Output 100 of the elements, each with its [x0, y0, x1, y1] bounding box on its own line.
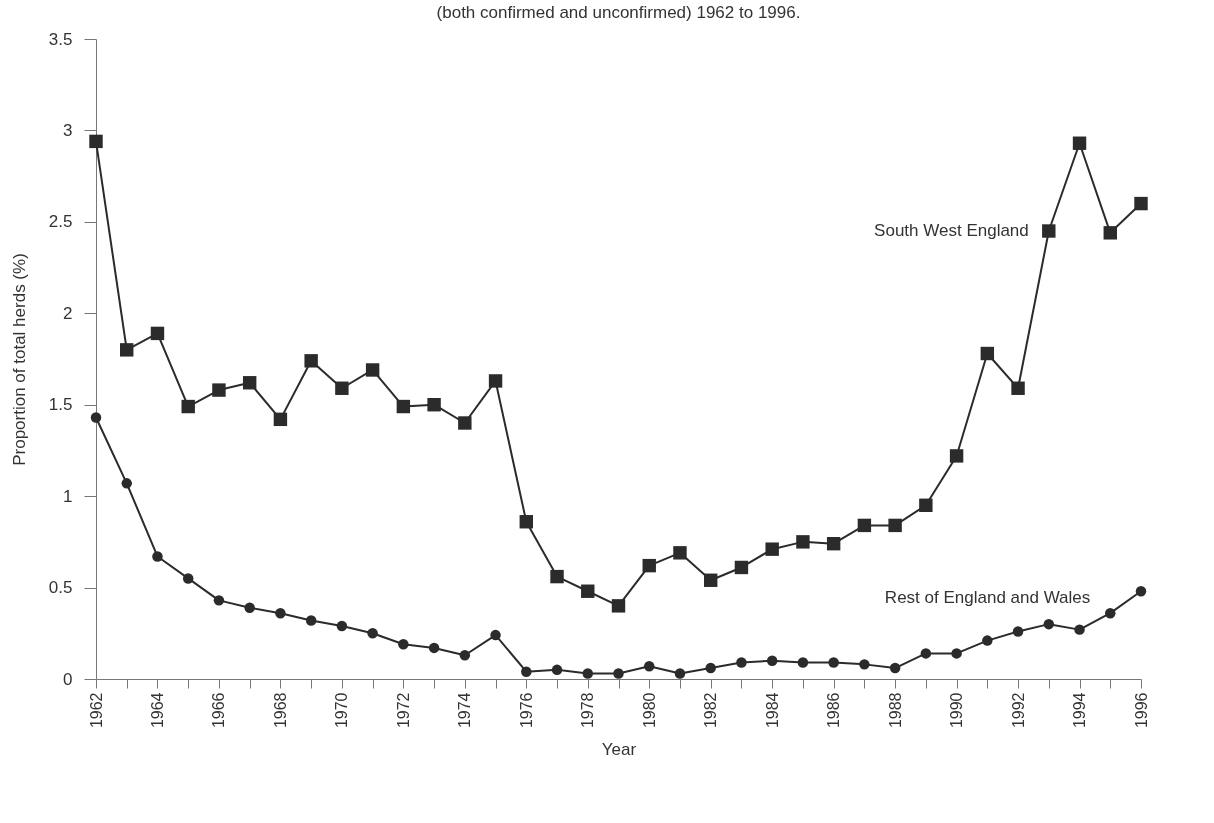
point [1105, 607, 1116, 619]
point [705, 662, 716, 674]
point [1043, 618, 1055, 630]
x-tick-label: 1970 [333, 692, 351, 729]
point [949, 449, 964, 463]
point [335, 381, 349, 395]
point [428, 642, 440, 654]
point [273, 412, 288, 427]
point [488, 374, 503, 388]
point [889, 662, 901, 674]
x-tick-label: 1990 [948, 692, 966, 729]
point [613, 668, 624, 679]
point [89, 134, 103, 149]
point [796, 535, 810, 549]
point [674, 668, 686, 679]
x-axis-title: Year [601, 740, 637, 760]
point [736, 657, 747, 668]
y-tick-label: 3.5 [48, 29, 73, 49]
point [1103, 226, 1117, 240]
x-tick-label: 1992 [1009, 692, 1027, 729]
y-tick-label: 0.5 [48, 578, 73, 598]
y-tick-label: 1.5 [48, 395, 73, 415]
point [581, 584, 595, 598]
point [305, 615, 317, 626]
x-tick-label: 1986 [825, 692, 843, 729]
point [150, 326, 165, 341]
point [980, 346, 995, 361]
point [1134, 196, 1148, 211]
point [642, 558, 656, 573]
point [859, 659, 870, 670]
y-axis-title: Proportion of total herds (%) [9, 253, 29, 466]
point [765, 542, 779, 556]
x-tick-label: 1996 [1132, 692, 1150, 729]
point [427, 398, 441, 412]
point [920, 648, 932, 659]
x-tick-label: 1964 [148, 692, 166, 729]
point [1135, 585, 1147, 597]
point [459, 649, 471, 661]
point [365, 363, 380, 377]
point [1074, 624, 1085, 635]
point [121, 478, 132, 489]
x-tick-label: 1972 [394, 692, 412, 729]
y-tick-label: 0 [63, 669, 73, 689]
x-tick-label: 1976 [517, 692, 535, 729]
point [458, 416, 472, 430]
point [213, 595, 225, 606]
y-tick-label: 3 [63, 120, 73, 140]
point [704, 573, 718, 587]
point [181, 399, 195, 414]
x-tick-label: 1982 [702, 692, 720, 729]
x-tick-label: 1988 [886, 692, 904, 729]
point [521, 666, 532, 677]
x-tick-label: 1994 [1071, 692, 1089, 729]
point [367, 628, 378, 639]
point [797, 657, 809, 668]
point [275, 607, 286, 619]
point [982, 635, 993, 646]
point [304, 354, 318, 368]
point [212, 383, 226, 397]
y-tick-label: 2.5 [48, 212, 73, 232]
x-tick-label: 1968 [271, 692, 289, 729]
point [734, 560, 749, 575]
point [951, 648, 962, 659]
y-tick-label: 2 [63, 303, 73, 323]
point [888, 518, 902, 533]
point [398, 639, 409, 650]
point [336, 620, 348, 632]
point [1011, 381, 1025, 395]
chart-title: (both confirmed and unconfirmed) 1962 to 1996. [436, 3, 801, 22]
series-label: Rest of England and Wales [884, 588, 1091, 608]
y-tick-label: 1 [63, 486, 73, 506]
point [673, 546, 687, 560]
x-tick-label: 1984 [763, 692, 781, 729]
x-tick-label: 1980 [640, 692, 658, 729]
point [643, 660, 655, 672]
point [490, 629, 501, 641]
x-tick-label: 1966 [210, 692, 228, 729]
point [611, 599, 626, 613]
point [90, 412, 102, 423]
point [550, 569, 564, 584]
x-tick-label: 1974 [456, 692, 474, 729]
point [1012, 626, 1024, 637]
point [152, 551, 163, 562]
point [766, 655, 778, 666]
point [519, 515, 533, 529]
point [1042, 224, 1056, 238]
point [182, 573, 194, 584]
point [242, 376, 257, 390]
point [551, 664, 563, 676]
x-tick-label: 1978 [579, 692, 597, 729]
point [826, 536, 841, 551]
point [919, 498, 933, 512]
point [396, 399, 411, 414]
point [582, 668, 594, 679]
point [1072, 136, 1087, 150]
point [828, 657, 839, 668]
series-label: South West England [874, 221, 1029, 240]
x-tick-label: 1962 [87, 692, 105, 729]
point [244, 602, 255, 613]
point [120, 343, 134, 357]
